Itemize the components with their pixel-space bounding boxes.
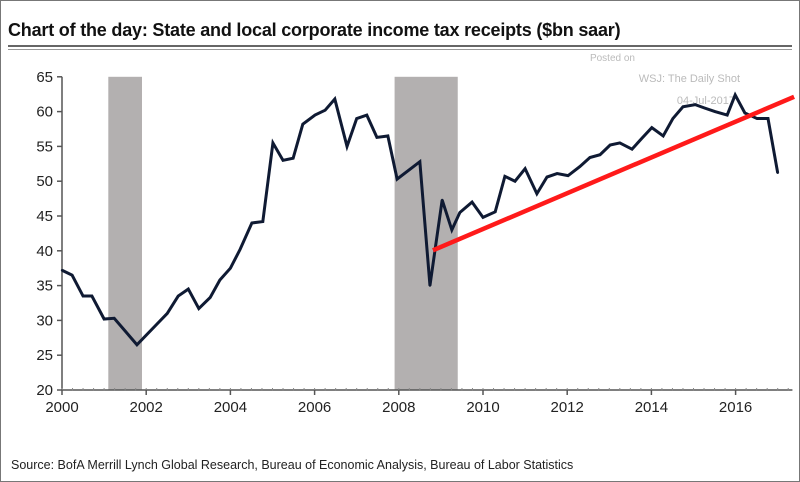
- data-point: [494, 210, 497, 214]
- data-point: [155, 322, 159, 326]
- data-point: [313, 113, 317, 117]
- data-point: [281, 159, 285, 162]
- data-point: [555, 172, 559, 175]
- data-point: [271, 141, 275, 145]
- recession-bar-0: [108, 76, 142, 391]
- y-tick-label: 30: [36, 312, 53, 329]
- data-point: [440, 198, 444, 202]
- data-point: [386, 134, 390, 138]
- data-point: [693, 103, 697, 106]
- data-point: [81, 294, 85, 298]
- data-point: [766, 117, 770, 120]
- data-point: [333, 97, 337, 101]
- y-tick-label: 20: [36, 382, 53, 399]
- data-point: [513, 180, 517, 183]
- x-tick-label: 2000: [45, 399, 78, 416]
- data-point: [618, 141, 622, 145]
- data-points: [60, 93, 779, 346]
- x-tick-label: 2008: [382, 399, 415, 416]
- title-divider-thin: [8, 49, 792, 50]
- x-tick-label: 2010: [466, 399, 499, 416]
- data-point: [671, 117, 675, 120]
- data-point: [681, 105, 685, 108]
- data-point: [458, 211, 462, 214]
- data-point: [733, 93, 737, 97]
- y-tick-label: 50: [36, 173, 53, 190]
- data-point: [598, 153, 602, 156]
- x-tick-label: 2004: [214, 399, 247, 416]
- x-tick-label: 2016: [719, 399, 752, 416]
- data-point: [395, 177, 399, 181]
- data-point: [238, 248, 242, 251]
- data-point: [470, 200, 474, 204]
- watermark-posted-on: Posted on: [589, 53, 635, 64]
- data-point: [725, 113, 729, 117]
- data-point: [630, 147, 634, 151]
- data-point: [229, 267, 232, 270]
- data-point: [187, 287, 190, 291]
- y-tick-label: 55: [36, 138, 53, 155]
- data-point: [176, 294, 180, 298]
- data-point: [608, 143, 612, 147]
- x-tick-label: 2006: [298, 399, 331, 416]
- data-point: [703, 106, 707, 110]
- data-point: [291, 157, 295, 160]
- data-point: [90, 294, 94, 298]
- data-point: [166, 312, 169, 315]
- data-point: [661, 134, 665, 138]
- watermark-source: WSJ: The Daily Shot: [638, 73, 740, 85]
- data-point: [713, 110, 717, 113]
- data-point: [650, 126, 654, 129]
- data-point: [250, 221, 254, 225]
- data-point: [566, 174, 570, 177]
- data-point: [208, 296, 212, 299]
- y-tick-label: 45: [36, 208, 53, 225]
- data-point: [755, 117, 759, 120]
- data-point: [418, 160, 422, 163]
- data-point: [776, 171, 779, 175]
- data-point: [218, 278, 222, 282]
- y-tick-label: 65: [36, 69, 53, 86]
- data-point: [197, 307, 201, 310]
- x-tick-label: 2014: [635, 399, 668, 416]
- data-point: [535, 192, 539, 195]
- data-point: [102, 317, 106, 321]
- data-point: [588, 156, 592, 159]
- data-point: [261, 220, 265, 223]
- data-point: [60, 269, 64, 272]
- x-tick-label: 2012: [551, 399, 584, 416]
- data-point: [503, 175, 507, 178]
- y-tick-label: 60: [36, 104, 53, 121]
- data-point: [640, 136, 644, 140]
- y-tick-label: 40: [36, 243, 53, 260]
- y-tick-label: 35: [36, 278, 53, 295]
- data-point: [450, 228, 454, 232]
- data-point: [365, 113, 369, 117]
- data-point: [323, 109, 327, 112]
- x-tick-label: 2002: [130, 399, 163, 416]
- chart-title: Chart of the day: State and local corpor…: [8, 20, 621, 40]
- tax-receipts-line: [61, 91, 780, 347]
- data-point: [523, 167, 527, 170]
- data-point: [113, 317, 116, 320]
- data-point: [70, 273, 74, 277]
- y-tick-label: 25: [36, 347, 53, 364]
- data-point: [345, 145, 349, 148]
- data-point: [481, 216, 485, 219]
- data-point: [545, 175, 549, 179]
- data-point: [578, 165, 582, 168]
- data-point: [375, 136, 379, 139]
- data-point: [135, 343, 139, 346]
- data-point: [428, 284, 432, 287]
- data-point: [743, 111, 747, 115]
- trend-line: [432, 94, 795, 253]
- title-divider: [8, 45, 792, 47]
- source-note: Source: BofA Merrill Lynch Global Resear…: [11, 458, 574, 472]
- data-point: [301, 122, 305, 126]
- data-point: [355, 117, 358, 120]
